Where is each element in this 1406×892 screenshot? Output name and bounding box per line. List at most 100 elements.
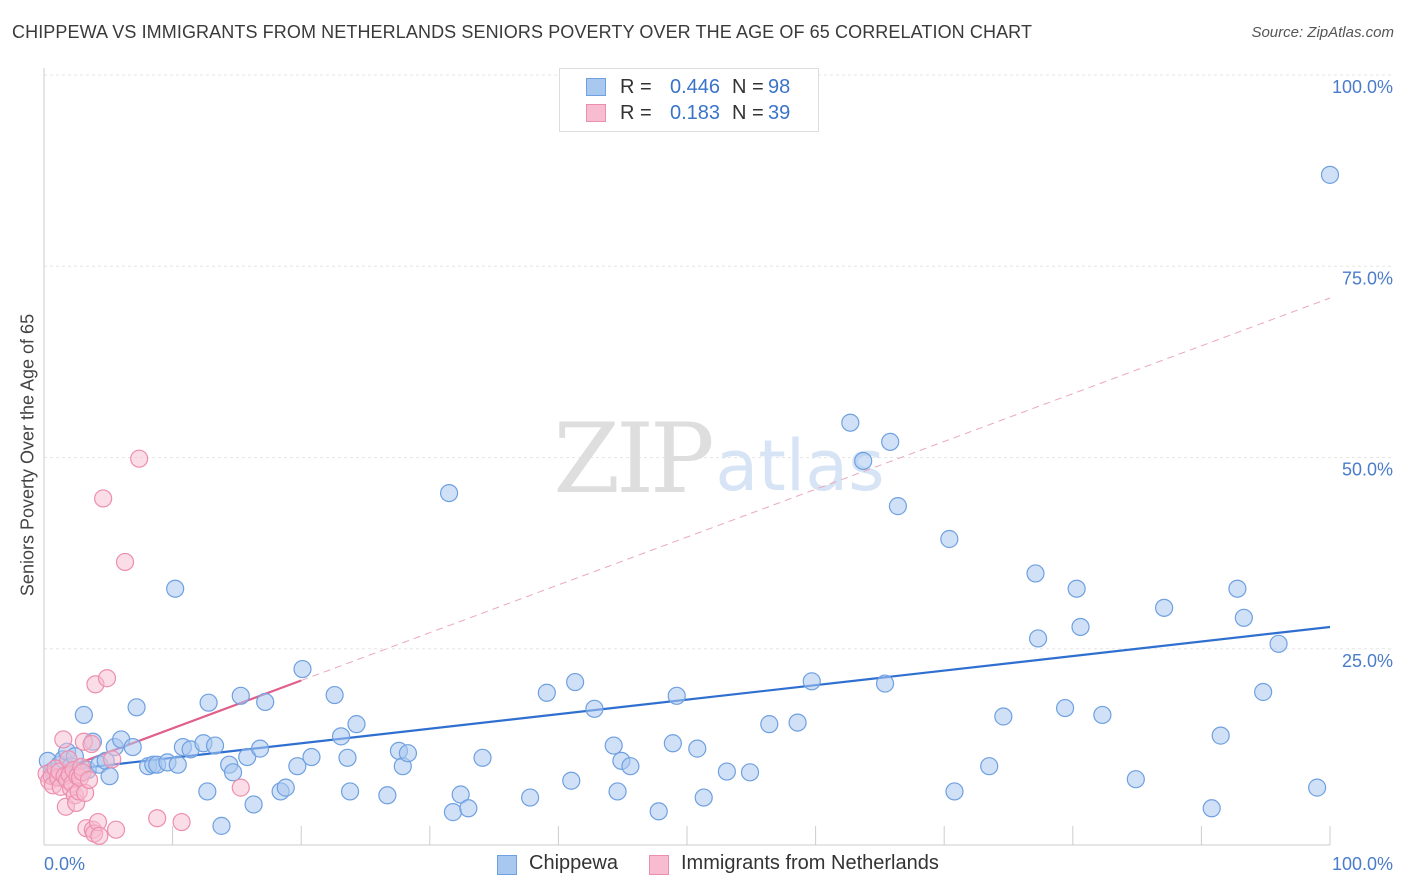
n-label: N =: [732, 76, 764, 98]
x-tick-label: 100.0%: [1332, 854, 1393, 874]
chippewa-point: [1093, 705, 1112, 725]
chippewa-point: [1308, 778, 1327, 797]
chippewa-point: [994, 707, 1013, 726]
chippewa-point: [205, 736, 225, 755]
chippewa-point: [198, 782, 217, 801]
r-value: 0.183: [669, 102, 721, 124]
chippewa-point: [875, 674, 895, 693]
series-legend: Chippewa Immigrants from Netherlands: [0, 852, 1406, 878]
chippewa-point: [1067, 579, 1086, 598]
netherlands-point: [106, 820, 126, 839]
legend-label: Chippewa: [529, 852, 618, 874]
chippewa-point: [166, 579, 185, 598]
y-tick-label: 75.0%: [1342, 268, 1393, 288]
chippewa-point: [168, 755, 187, 774]
chippewa-point: [338, 748, 357, 767]
chippewa-point: [127, 698, 146, 717]
grid-lines: [44, 74, 1392, 650]
x-tick-label: 0.0%: [44, 854, 85, 874]
chippewa-point: [288, 757, 307, 776]
chippewa-point: [451, 785, 470, 804]
netherlands-point: [90, 826, 109, 845]
axes: [43, 68, 1331, 846]
netherlands-point: [82, 734, 101, 754]
n-label: N =: [732, 102, 764, 124]
chippewa-point: [663, 734, 682, 753]
chippewa-point: [199, 693, 218, 712]
chippewa-point: [250, 739, 270, 758]
chippewa-point: [398, 744, 418, 763]
chippewa-point: [1228, 579, 1247, 598]
chippewa-point: [649, 802, 668, 821]
chippewa-point: [585, 699, 604, 718]
chippewa-point: [231, 686, 250, 705]
netherlands-swatch: [586, 104, 606, 122]
y-tick-label: 100.0%: [1332, 77, 1393, 97]
y-tick-label: 25.0%: [1342, 651, 1393, 671]
chippewa-point: [608, 782, 627, 801]
chippewa-point: [1234, 608, 1253, 627]
chippewa-point: [940, 529, 959, 549]
chippewa-point: [1269, 634, 1288, 653]
chippewa-point: [694, 788, 713, 807]
chippewa-point: [238, 747, 257, 767]
chippewa-point: [443, 803, 463, 822]
netherlands-swatch: [649, 855, 669, 875]
chippewa-point: [841, 413, 860, 432]
chippewa-point: [331, 727, 351, 746]
n-value: 98: [768, 76, 791, 98]
netherlands-point: [130, 449, 149, 468]
chippewa-swatch: [497, 855, 517, 875]
r-value: 0.446: [669, 76, 721, 98]
chippewa-point: [788, 713, 807, 732]
r-label: R =: [620, 76, 652, 98]
netherlands-point: [148, 809, 167, 828]
chippewa-point: [1155, 598, 1174, 617]
netherlands-trend-extension: [301, 297, 1331, 681]
correlation-legend: R = 0.446 N = 98 R = 0.183 N = 39: [559, 68, 819, 132]
chippewa-point: [888, 497, 908, 516]
chippewa-point: [1211, 726, 1230, 745]
watermark-zip: ZIP: [553, 403, 712, 515]
chippewa-point: [881, 432, 900, 451]
chippewa-point: [223, 763, 243, 782]
chippewa-point: [854, 451, 873, 471]
chippewa-point: [621, 757, 640, 776]
chippewa-point: [256, 692, 275, 712]
chippewa-point: [1320, 165, 1340, 184]
chippewa-point: [980, 757, 999, 776]
y-tick-label: 50.0%: [1342, 460, 1393, 480]
chippewa-point: [1071, 617, 1090, 637]
chippewa-point: [604, 736, 623, 755]
chippewa-point: [276, 778, 295, 797]
chippewa-point: [459, 799, 478, 818]
chippewa-point: [945, 782, 964, 801]
n-value: 39: [768, 102, 791, 124]
chippewa-point: [74, 705, 93, 725]
chippewa-point: [302, 747, 321, 767]
chippewa-point: [347, 715, 366, 734]
chart-title: CHIPPEWA VS IMMIGRANTS FROM NETHERLANDS …: [12, 22, 1033, 42]
chippewa-point: [123, 737, 142, 757]
chippewa-point: [212, 816, 231, 835]
source-label: Source: ZipAtlas.com: [1251, 24, 1394, 41]
chippewa-point: [521, 788, 540, 807]
chippewa-point: [562, 771, 581, 790]
chippewa-point: [1202, 799, 1221, 818]
chippewa-point: [100, 767, 119, 786]
netherlands-point: [54, 730, 73, 749]
chippewa-point: [439, 484, 459, 503]
chippewa-point: [802, 672, 821, 691]
netherlands-point: [97, 669, 117, 688]
r-label: R =: [620, 102, 652, 124]
netherlands-point: [115, 552, 135, 572]
chippewa-point: [688, 739, 707, 758]
chippewa-point: [566, 672, 585, 692]
netherlands-point: [172, 812, 191, 832]
chippewa-point: [1126, 770, 1145, 789]
netherlands-point: [103, 750, 122, 769]
chippewa-point: [740, 763, 760, 782]
netherlands-point: [79, 770, 99, 790]
chippewa-point: [1254, 682, 1273, 702]
